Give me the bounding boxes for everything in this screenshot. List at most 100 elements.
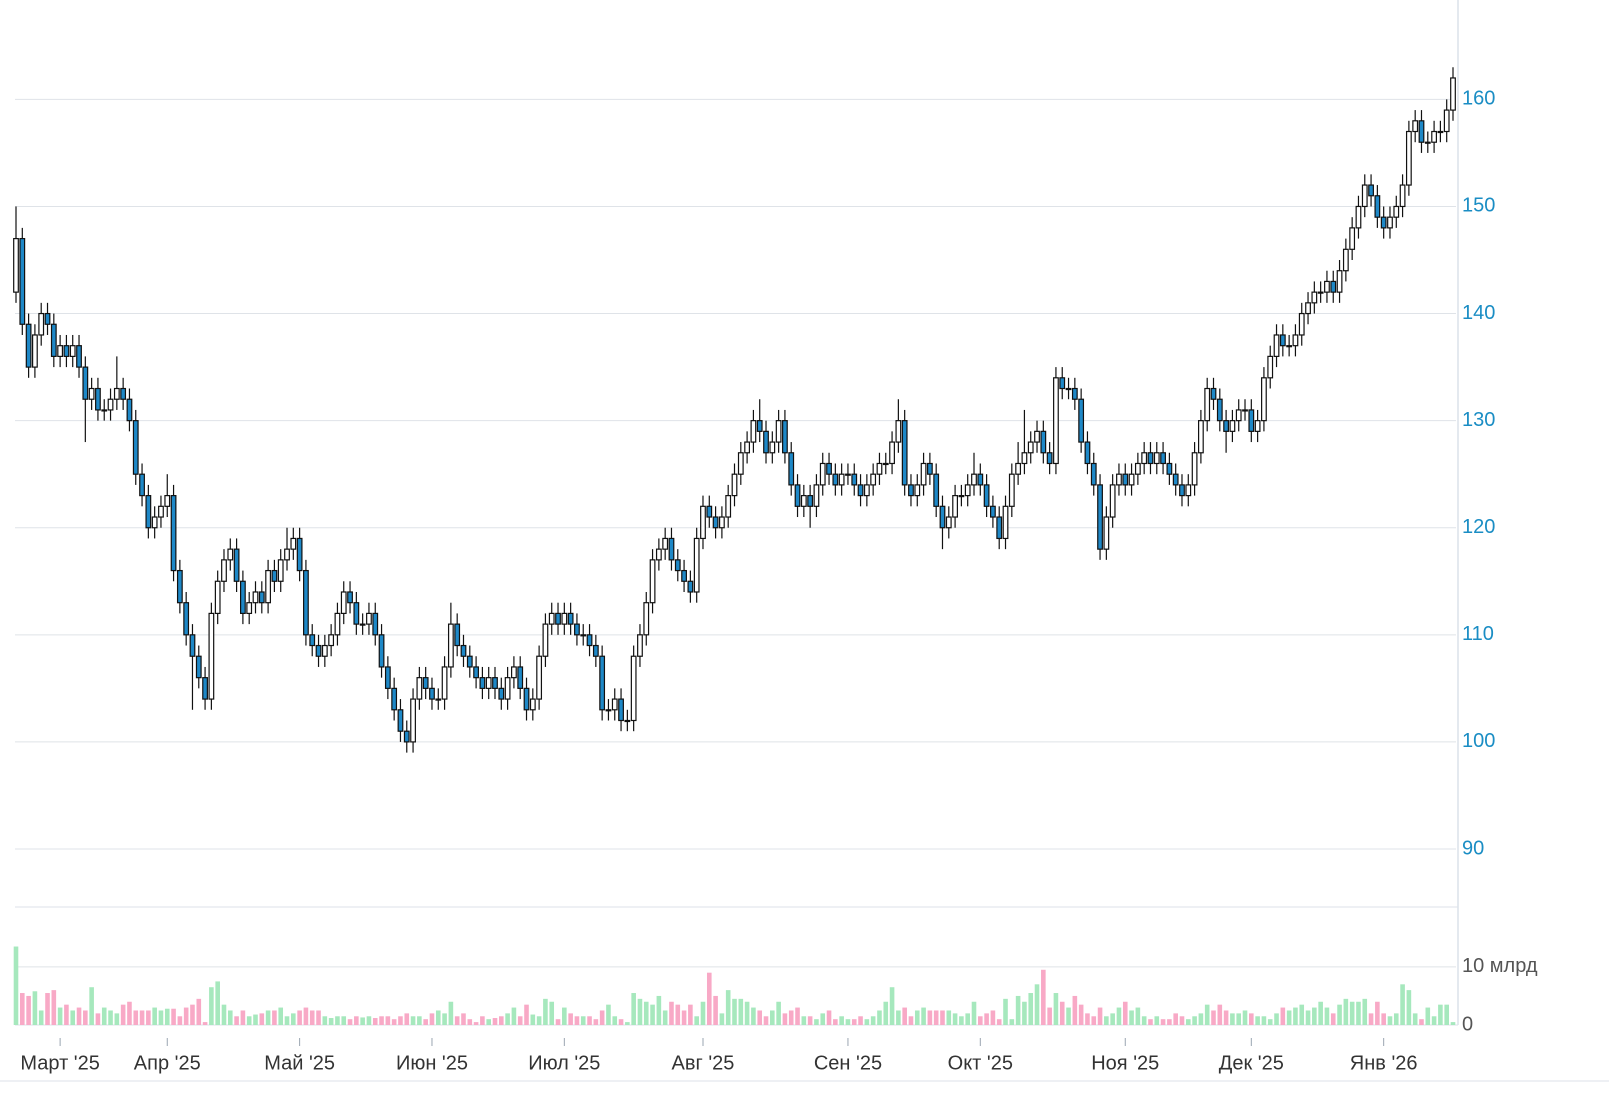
candle-body: [1008, 473, 1015, 507]
x-tick-label: Апр '25: [134, 1052, 201, 1074]
volume-bar: [1293, 1007, 1298, 1025]
volume-bar: [1337, 1004, 1342, 1025]
volume-bar: [814, 1019, 819, 1025]
candle-body: [303, 569, 309, 636]
volume-bar: [1022, 1001, 1027, 1025]
candle-body: [170, 495, 177, 572]
candle-body: [630, 655, 637, 722]
volume-bar: [1343, 998, 1349, 1025]
candle-body: [599, 655, 606, 711]
candle-body: [208, 612, 215, 700]
candle-body: [1380, 216, 1387, 229]
candle-body: [901, 420, 908, 486]
volume-bar: [965, 1013, 970, 1025]
candle-body: [485, 677, 492, 689]
volume-bar: [1110, 1013, 1115, 1025]
volume-bar: [1236, 1013, 1242, 1025]
volume-bar: [719, 1013, 725, 1025]
candle-body: [1002, 505, 1009, 540]
volume-bar: [959, 1016, 964, 1025]
volume-bar: [120, 1004, 126, 1025]
volume-bar: [990, 1010, 996, 1025]
volume-bar: [1135, 1007, 1141, 1025]
candle-body: [1235, 409, 1242, 422]
volume-bar: [404, 1013, 410, 1025]
volume-bar: [738, 998, 744, 1025]
y-tick-label: 150: [1462, 195, 1495, 217]
candle-body: [1286, 345, 1293, 348]
volume-bar: [1249, 1013, 1254, 1025]
candle-body: [1242, 409, 1248, 412]
volume-bar: [864, 1019, 870, 1025]
candle-body: [813, 484, 820, 507]
volume-bar: [1047, 1007, 1052, 1025]
volume-bar: [593, 1019, 599, 1025]
volume-bar: [694, 1016, 699, 1025]
volume-bar: [580, 1016, 586, 1025]
candle-body: [492, 677, 498, 689]
volume-bar: [1393, 1013, 1399, 1025]
volume-bar: [1362, 998, 1368, 1025]
candle-body: [655, 548, 662, 561]
candle-body: [504, 677, 511, 700]
volume-bar: [354, 1016, 359, 1025]
volume-bar: [978, 1016, 983, 1025]
candle-body: [473, 666, 479, 679]
candle-body: [132, 420, 139, 475]
candle-body: [57, 345, 64, 357]
candle-body: [353, 602, 360, 625]
candle-body: [876, 462, 883, 475]
volume-bar: [524, 1004, 529, 1025]
candle-body: [258, 591, 265, 604]
volume-bar: [1280, 1007, 1286, 1025]
candle-body: [50, 323, 57, 357]
candle-body: [926, 462, 933, 475]
candle-body: [1210, 387, 1217, 400]
volume-bar: [20, 993, 25, 1025]
candle-body: [454, 623, 461, 647]
candle-body: [964, 484, 971, 497]
candle-body: [908, 484, 914, 497]
volume-bar: [360, 1017, 365, 1025]
volume-bar: [505, 1013, 510, 1025]
candle-body: [1053, 377, 1059, 465]
candle-body: [542, 623, 549, 657]
x-tick-label: Авг '25: [672, 1052, 735, 1074]
volume-bar: [108, 1010, 113, 1025]
candle-body: [668, 537, 675, 561]
volume-bar: [278, 1007, 284, 1025]
candle-body: [782, 420, 788, 454]
volume-bar: [272, 1010, 277, 1025]
candle-body: [624, 719, 631, 723]
candle-body: [1330, 280, 1337, 293]
volume-bar: [70, 1010, 76, 1025]
volume-bar: [851, 1019, 857, 1025]
volume-bar: [562, 1007, 567, 1025]
candle-body: [788, 452, 795, 486]
candle-body: [233, 548, 240, 582]
candle-body: [996, 516, 1003, 540]
volume-bar: [114, 1013, 120, 1025]
volume-bar: [776, 1001, 781, 1025]
candle-body: [561, 612, 568, 625]
candle-body: [511, 666, 517, 679]
candle-body: [718, 516, 725, 529]
volume-bar: [196, 998, 202, 1025]
volume-bar: [435, 1010, 441, 1025]
candle-body: [88, 387, 95, 400]
volume-bar: [303, 1007, 309, 1025]
volume-bar: [946, 1010, 952, 1025]
volume-bar: [833, 1019, 838, 1025]
volume-bar: [372, 1018, 378, 1025]
volume-bar: [164, 1008, 170, 1025]
candle-body: [523, 687, 530, 711]
candle-body: [990, 505, 996, 518]
x-tick-label: Дек '25: [1219, 1052, 1284, 1074]
candle-body: [744, 441, 751, 454]
candle-body: [1305, 302, 1311, 315]
candle-body: [731, 473, 738, 497]
candle-body: [567, 612, 574, 625]
candle-body: [1191, 452, 1198, 486]
volume-bar: [921, 1007, 926, 1025]
candle-body: [826, 462, 832, 475]
